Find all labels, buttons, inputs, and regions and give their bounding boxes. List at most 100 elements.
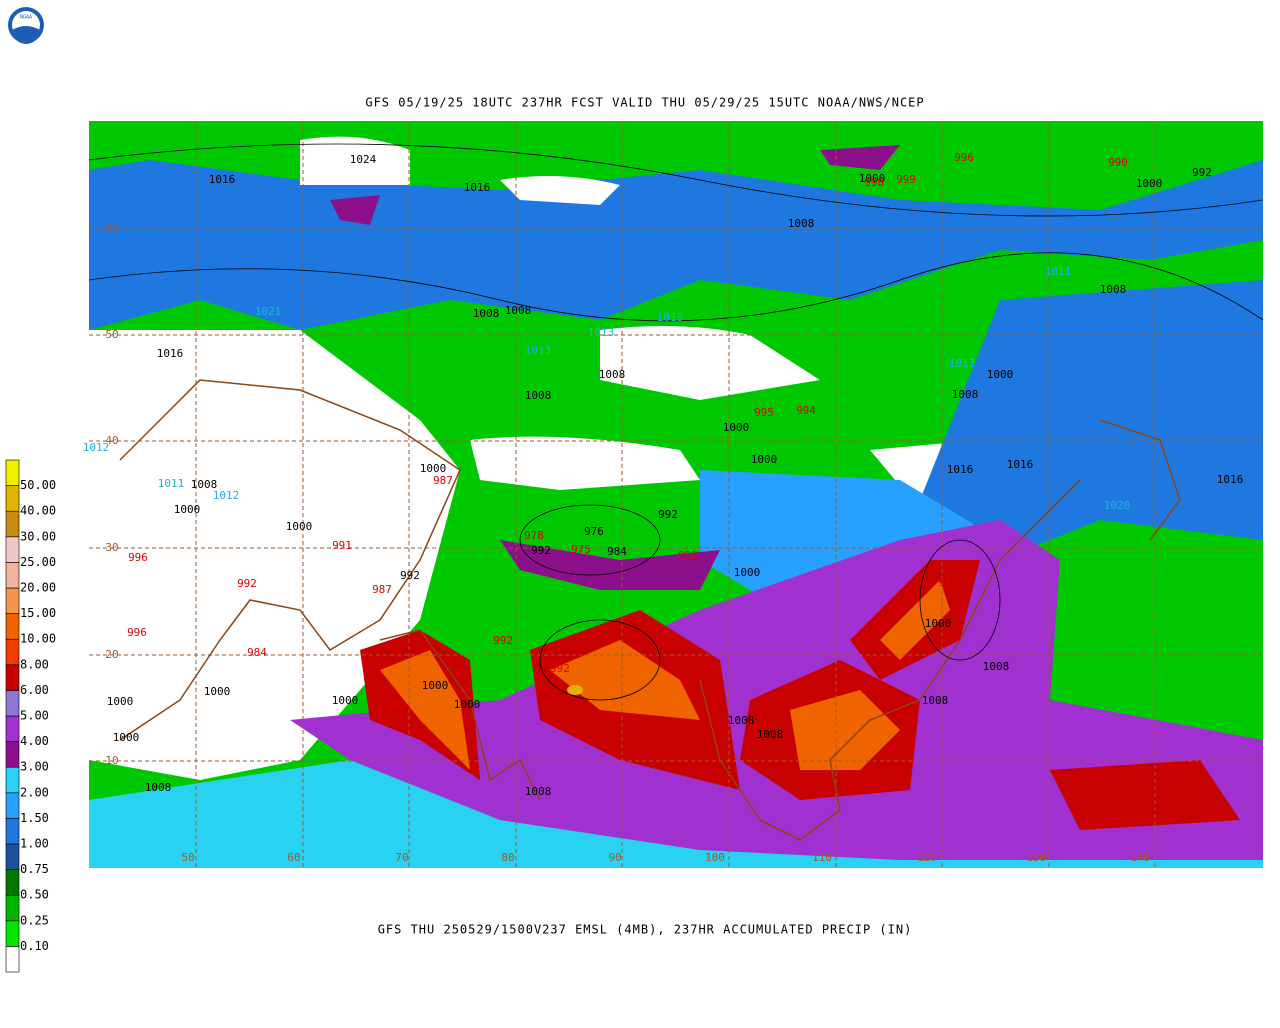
colorbar-label: 5.00	[20, 709, 49, 723]
isobar-label: 1008	[505, 304, 532, 317]
colorbar-label: 2.00	[20, 785, 49, 799]
isobar-label: 1000	[113, 731, 140, 744]
latitude-label: 50	[105, 328, 118, 341]
colorbar-swatch	[5, 894, 20, 922]
latitude-label: 30	[105, 541, 118, 554]
isobar-label: 1000	[204, 685, 231, 698]
logo-text: NOAA	[20, 15, 32, 21]
isobar-label: 1008	[145, 781, 172, 794]
colorbar-label: 10.00	[20, 632, 56, 646]
longitude-label: 130	[1026, 851, 1046, 864]
colorbar-label: 20.00	[20, 581, 56, 595]
isobar-label: 1016	[1007, 458, 1034, 471]
latitude-label: 10	[105, 754, 118, 767]
isobar-label: 992	[1192, 166, 1212, 179]
longitude-label: 110	[812, 851, 832, 864]
colorbar-label: 4.00	[20, 734, 49, 748]
colorbar-swatch	[5, 638, 20, 666]
colorbar-swatch	[5, 843, 20, 870]
colorbar-swatch	[5, 818, 20, 845]
precip-field	[89, 121, 1263, 868]
high-pressure-label: 1020	[1104, 499, 1131, 512]
low-pressure-label: 996	[954, 151, 974, 164]
colorbar: 0.10 0.25 0.50 0.75 1.00 1.50 2.00 3.00 4.00 5.00…	[5, 459, 56, 973]
isobar-label: 1000	[734, 566, 761, 579]
low-pressure-label: 987	[433, 474, 453, 487]
low-pressure-label: 975	[571, 543, 591, 556]
longitude-label: 50	[181, 851, 194, 864]
colorbar-label: 50.00	[20, 478, 56, 492]
low-pressure-label: 978	[524, 529, 544, 542]
colorbar-label: 6.00	[20, 683, 49, 697]
isobar-label: 1016	[209, 173, 236, 186]
longitude-label: 80	[501, 851, 514, 864]
isobar-label: 1000	[454, 698, 481, 711]
high-pressure-label: 1021	[255, 305, 282, 318]
low-pressure-label: 998	[864, 176, 884, 189]
isobar-label: 1008	[788, 217, 815, 230]
low-pressure-label: 995	[754, 406, 774, 419]
latitude-label: 60	[105, 221, 118, 234]
isobar-label: 1008	[1100, 283, 1127, 296]
low-pressure-label: 992	[550, 662, 570, 675]
coastlines	[119, 379, 1181, 841]
isobar-label: 1000	[420, 462, 447, 475]
high-pressure-label: 1013	[949, 357, 976, 370]
colorbar-label: 0.10	[20, 939, 49, 953]
low-pressure-label: 992	[493, 634, 513, 647]
isobar-label: 984	[607, 545, 627, 558]
isobar-label: 1016	[1217, 473, 1244, 486]
isobar-label: 1008	[922, 694, 949, 707]
isobar-label: 1000	[332, 694, 359, 707]
colorbar-swatch	[5, 613, 20, 640]
colorbar-label: 0.75	[20, 862, 49, 876]
isobar-label: 1008	[952, 388, 979, 401]
longitude-label: 70	[395, 851, 408, 864]
longitude-label: 140	[1130, 851, 1150, 864]
colorbar-swatch	[5, 562, 20, 589]
low-pressure-label: 990	[1108, 156, 1128, 169]
colorbar-label: 40.00	[20, 504, 56, 518]
low-pressure-label: 982	[938, 576, 958, 589]
isobar-label: 1008	[757, 728, 784, 741]
isobar-label: 1008	[599, 368, 626, 381]
colorbar-label: 1.50	[20, 811, 49, 825]
colorbar-label: 1.00	[20, 837, 49, 851]
high-pressure-label: 1013	[525, 344, 552, 357]
longitude-label: 60	[287, 851, 300, 864]
high-pressure-label: 1012	[213, 489, 240, 502]
isobar-label: 992	[531, 544, 551, 557]
colorbar-swatch	[5, 741, 20, 768]
isobar-label: 1000	[925, 617, 952, 630]
isobar-label: 976	[584, 525, 604, 538]
colorbar-label: 3.00	[20, 760, 49, 774]
isobar-label: 992	[400, 569, 420, 582]
low-pressure-label: 992	[387, 699, 407, 712]
graticule	[89, 121, 1263, 868]
colorbar-swatch	[5, 459, 20, 486]
isobar-label: 1024	[350, 153, 377, 166]
low-pressure-label: 994	[796, 404, 816, 417]
colorbar-swatch	[5, 715, 20, 742]
colorbar-label: 0.50	[20, 888, 49, 902]
isobar-label: 1008	[728, 714, 755, 727]
colorbar-label: 30.00	[20, 529, 56, 543]
isobar-label: 1000	[723, 421, 750, 434]
noaa-logo: NOAA	[8, 7, 44, 44]
isobar-label: 1000	[859, 172, 886, 185]
isobar-label: 1008	[473, 307, 500, 320]
low-pressure-label: 987	[372, 583, 392, 596]
isobar-label: 1000	[174, 503, 201, 516]
low-pressure-label: 991	[332, 539, 352, 552]
colorbar-label: 0.25	[20, 913, 49, 927]
high-pressure-label: 1011	[158, 477, 185, 490]
isobar-label: 992	[658, 508, 678, 521]
colorbar-swatch	[5, 766, 20, 794]
isobar-label: 1016	[947, 463, 974, 476]
isobar-label: 1008	[525, 785, 552, 798]
colorbar-swatch	[5, 690, 20, 717]
map-title: GFS 05/19/25 18UTC 237HR FCST VALID THU …	[365, 96, 924, 110]
high-pressure-label: 1012	[83, 441, 110, 454]
longitude-label: 100	[705, 851, 725, 864]
